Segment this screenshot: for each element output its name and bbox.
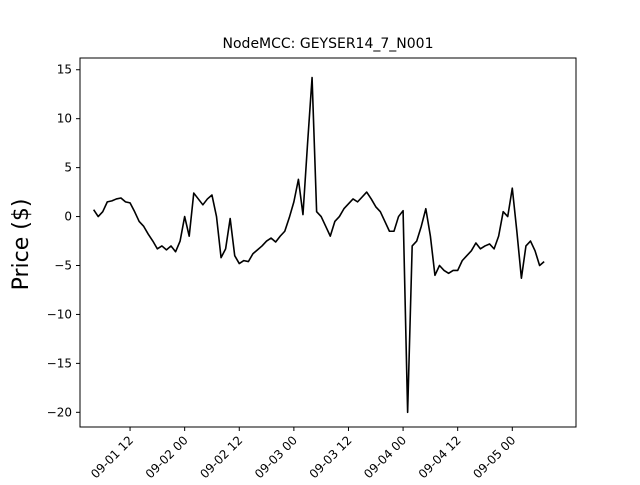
x-tick-label: 09-02 12 — [197, 433, 245, 480]
chart-title: NodeMCC: GEYSER14_7_N001 — [223, 36, 434, 52]
y-axis-label: Price ($) — [9, 199, 34, 291]
y-tick-label: 5 — [64, 161, 72, 175]
x-tick-label: 09-03 12 — [307, 433, 355, 480]
x-tick-label: 09-04 12 — [416, 433, 464, 480]
y-tick-label: 0 — [64, 210, 72, 224]
price-series-line — [92, 76, 545, 414]
x-tick-label: 09-05 00 — [470, 433, 518, 480]
y-tick-label: −10 — [47, 307, 72, 321]
y-axis: 15 10 5 0 −5 −10 −15 −20 — [47, 63, 80, 419]
x-tick-label: 09-02 00 — [143, 433, 191, 480]
plot-frame — [79, 57, 577, 428]
y-tick-label: −5 — [54, 259, 72, 273]
y-tick-label: 15 — [57, 63, 72, 77]
plot-area — [92, 76, 545, 414]
x-tick-label: 09-03 00 — [252, 433, 300, 480]
x-tick-label: 09-04 00 — [361, 433, 409, 480]
x-tick-label: 09-01 12 — [88, 433, 136, 480]
y-tick-label: 10 — [57, 112, 72, 126]
y-tick-label: −20 — [47, 405, 72, 419]
y-tick-label: −15 — [47, 356, 72, 370]
x-axis: 09-01 12 09-02 00 09-02 12 09-03 00 09-03 12… — [88, 427, 518, 481]
